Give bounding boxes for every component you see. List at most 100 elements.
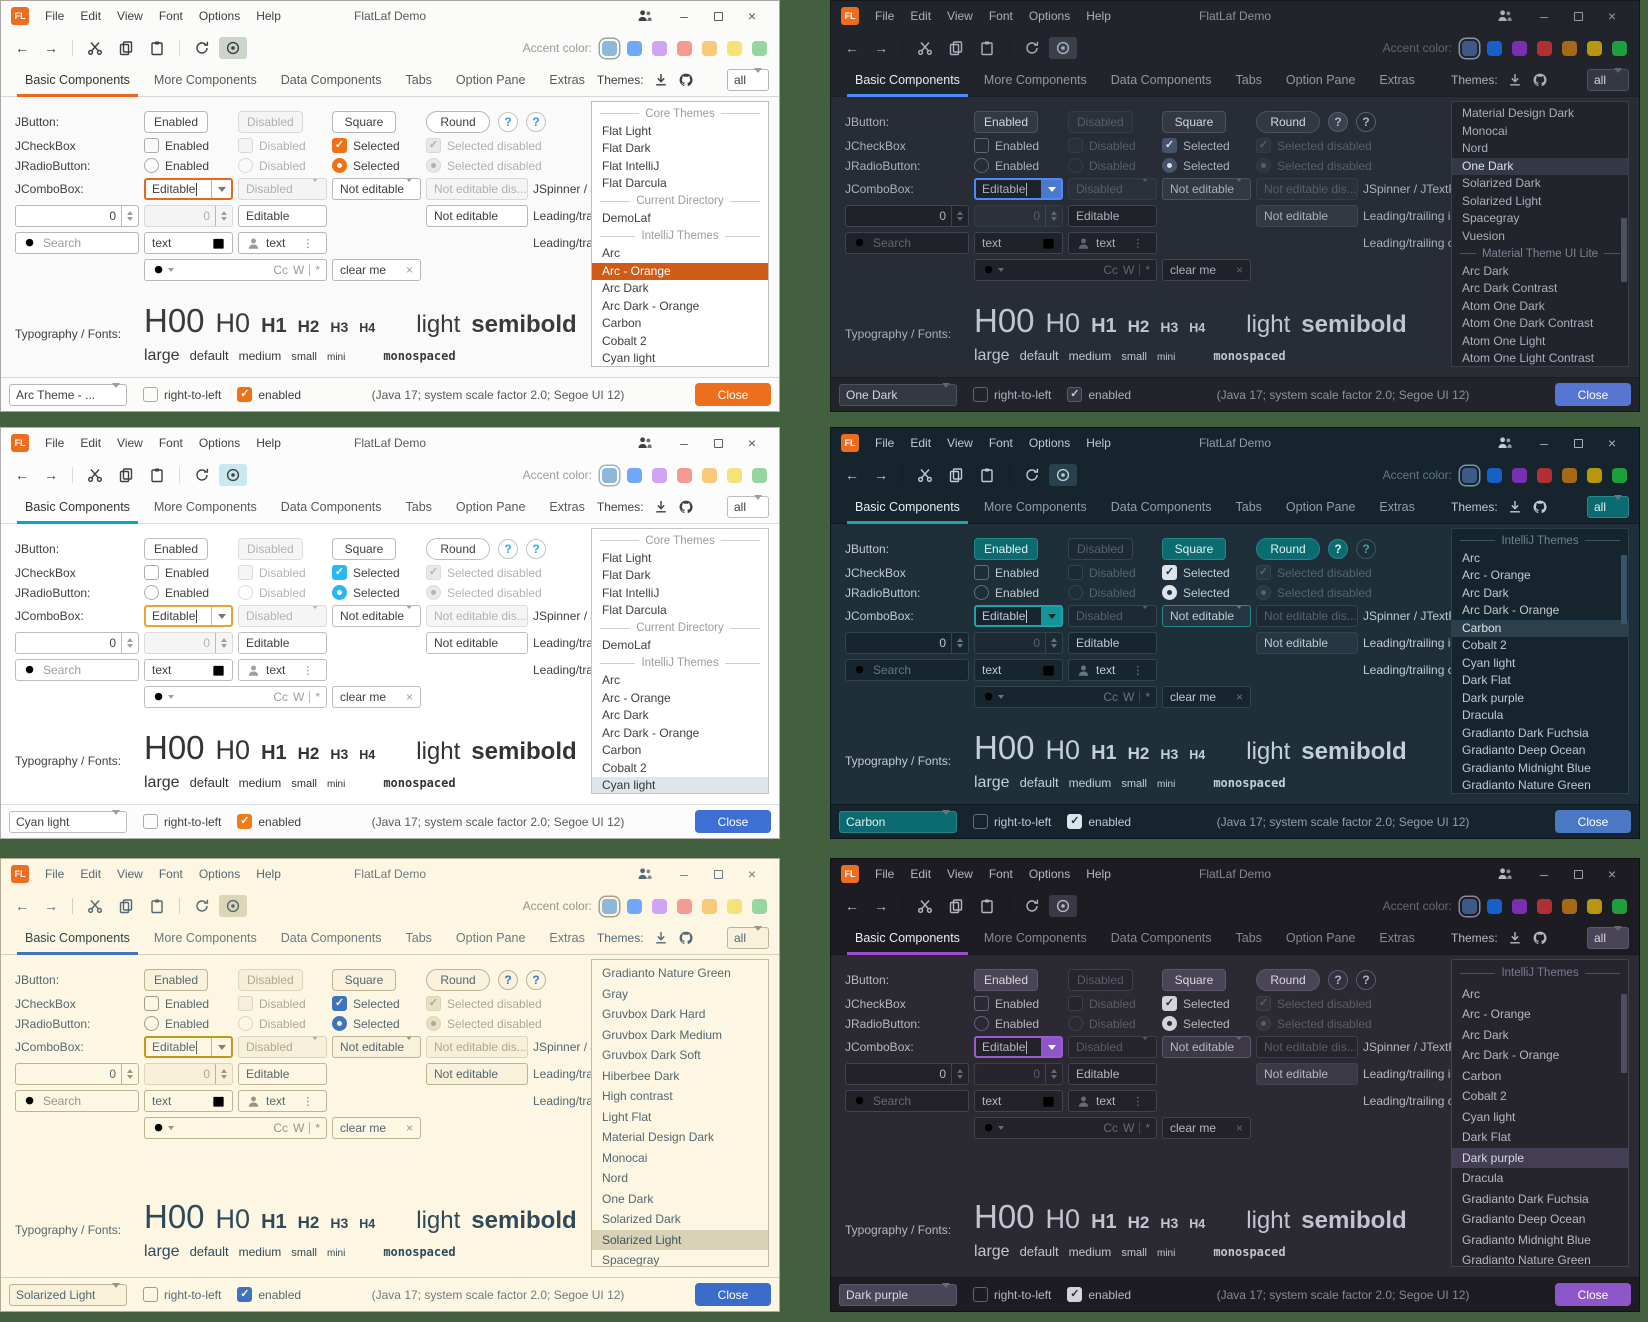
close-button[interactable]: Close [1555,810,1631,833]
regex-button[interactable]: * [1145,690,1150,704]
download-theme-icon[interactable] [653,72,669,88]
close-button[interactable]: Close [695,383,771,406]
clear-me-input[interactable]: clear me × [332,686,421,708]
maximize-button[interactable] [701,438,735,448]
copy-button[interactable] [942,465,970,485]
date-input[interactable]: text [144,232,233,254]
theme-list-item[interactable]: Arc - Orange [592,262,768,280]
square-button[interactable]: Square [332,538,396,560]
theme-list-item[interactable]: Arc [602,673,620,687]
accent-swatch[interactable] [677,40,692,56]
search-options-icon[interactable] [982,690,1004,705]
search-options-input[interactable]: Cc W * [974,1117,1157,1139]
tab-more-components[interactable]: More Components [153,931,257,945]
theme-list-item[interactable]: Arc Dark - Orange [602,725,700,740]
back-button[interactable]: ← [845,40,859,56]
theme-list-item[interactable]: Light Flat [602,1109,652,1124]
date-input[interactable]: text [974,1090,1063,1112]
tab-more-components[interactable]: More Components [983,73,1087,87]
accent-swatch[interactable] [1562,40,1577,56]
theme-list-item[interactable]: Gradianto Midnight Blue [1462,1232,1591,1247]
close-window-button[interactable]: × [1607,866,1617,882]
list-icon[interactable] [1135,663,1150,678]
accent-swatch[interactable] [602,898,617,914]
date-input[interactable]: text [974,232,1063,254]
download-theme-icon[interactable] [653,499,669,515]
search-input[interactable]: Search [15,232,139,254]
show-hover-toggle-button[interactable] [219,464,247,486]
menu-item-view[interactable]: View [117,867,143,881]
chevron-down-icon[interactable] [211,180,231,198]
combobox-editable[interactable]: Editable [144,605,233,627]
menu-item-file[interactable]: File [875,436,895,450]
spinner-stepper[interactable] [121,1064,138,1084]
accent-swatch[interactable] [652,898,667,914]
checkbox-enabled[interactable]: Enabled [144,138,233,153]
checkbox-enabled[interactable]: Enabled [974,565,1063,580]
accent-swatch[interactable] [1587,467,1602,483]
github-icon[interactable] [1532,930,1548,946]
close-window-button[interactable]: × [1607,435,1617,451]
list-icon[interactable] [1135,236,1150,251]
round-button[interactable]: Round [1256,111,1320,133]
enabled-button[interactable]: Enabled [144,969,208,991]
theme-list-item[interactable]: Arc - Orange [1462,568,1531,582]
theme-list-item[interactable]: DemoLaf [602,211,651,225]
tab-tabs[interactable]: Tabs [1235,500,1262,514]
match-case-button[interactable]: Cc [1103,1121,1118,1135]
calendar-icon[interactable] [1041,1094,1056,1109]
accent-swatch[interactable] [1512,40,1527,56]
textfield-editable[interactable]: Editable [238,1063,327,1085]
theme-list-item[interactable]: Nord [602,1171,629,1185]
close-button[interactable]: Close [695,810,771,833]
theme-list-item[interactable]: Flat IntelliJ [602,158,660,173]
close-window-button[interactable]: × [747,435,757,451]
radio-selected[interactable]: Selected [332,1016,421,1031]
date-input[interactable]: text [144,1090,233,1112]
tab-more-components[interactable]: More Components [153,500,257,514]
checkbox-enabled[interactable]: Enabled [144,996,233,1011]
accent-swatch[interactable] [1612,40,1627,56]
theme-list-item[interactable]: Carbon [602,743,642,757]
theme-selector[interactable]: Dark purple [839,1282,957,1306]
theme-list-item[interactable]: Gradianto Midnight Blue [1462,760,1591,775]
search-options-icon[interactable] [982,263,1004,278]
tab-data-components[interactable]: Data Components [280,500,382,514]
radio-enabled[interactable]: Enabled [144,1016,233,1031]
menu-item-view[interactable]: View [117,9,143,23]
refresh-button[interactable] [188,896,216,916]
match-case-button[interactable]: Cc [273,1121,288,1135]
search-options-icon[interactable] [152,1121,174,1136]
close-button[interactable]: Close [1555,1283,1631,1306]
refresh-button[interactable] [188,465,216,485]
accent-swatch[interactable] [677,898,692,914]
menu-item-file[interactable]: File [875,9,895,23]
regex-button[interactable]: * [315,1121,320,1135]
spinner[interactable]: 0 [15,1063,139,1085]
combobox-editable[interactable]: Editable [974,605,1063,627]
search-input[interactable]: Search [15,1090,139,1112]
back-button[interactable]: ← [15,467,29,483]
spinner-stepper[interactable] [121,633,138,653]
enabled-button[interactable]: Enabled [974,538,1038,560]
clear-icon[interactable]: × [1235,263,1243,277]
themes-filter-select[interactable]: all [1586,495,1629,518]
minimize-button[interactable]: – [680,8,688,24]
menu-item-font[interactable]: Font [988,9,1013,23]
textfield-editable[interactable]: Editable [238,632,327,654]
spinner[interactable]: 0 [845,632,969,654]
menu-item-font[interactable]: Font [988,436,1013,450]
show-hover-toggle-button[interactable] [219,895,247,917]
accent-swatch[interactable] [1562,898,1577,914]
theme-list-item[interactable]: Gradianto Dark Fuchsia [1462,725,1589,740]
accent-swatch[interactable] [1612,467,1627,483]
radio-selected[interactable]: Selected [1162,1016,1251,1031]
accent-swatch[interactable] [1462,467,1477,483]
tab-more-components[interactable]: More Components [153,73,257,87]
theme-list-item[interactable]: Material Design Dark [602,1130,715,1144]
theme-list-item[interactable]: Dracula [1462,1171,1504,1185]
search-input[interactable]: Search [15,659,139,681]
theme-list-item[interactable]: Dark purple [1462,690,1525,705]
tab-extras[interactable]: Extras [549,931,585,945]
users-icon[interactable] [1497,866,1513,882]
